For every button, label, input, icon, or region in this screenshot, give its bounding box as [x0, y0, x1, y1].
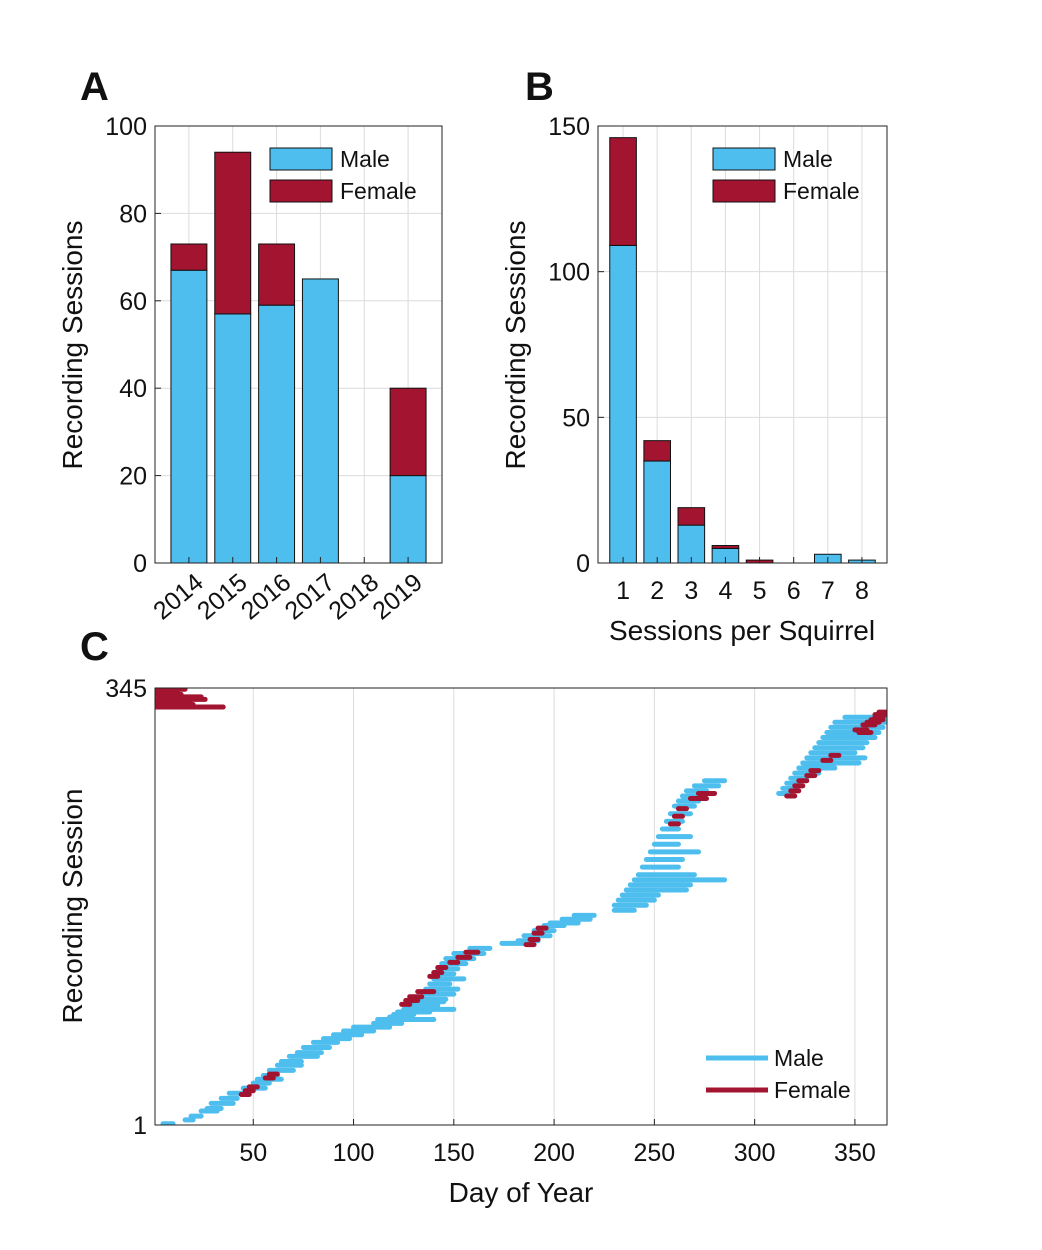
panel-a-y-axis-label: Recording Sessions: [57, 220, 88, 469]
panel-a-plot: 020406080100201420152016201720182019Male…: [105, 113, 443, 625]
y-tick-label: 50: [562, 404, 590, 432]
x-tick-label: 350: [834, 1139, 876, 1167]
axes-frame: [597, 125, 888, 564]
y-tick-label: 1: [133, 1112, 147, 1140]
panel-b-plot: 0 50 100 150 1 2 3 4 5 6 7 8 Male Female: [548, 113, 888, 605]
bar-male-2: [643, 460, 671, 564]
panel-c-x-axis-label: Day of Year: [449, 1177, 594, 1208]
x-tick-label: 7: [821, 577, 835, 605]
legend-swatch-female: [712, 179, 776, 203]
bar-male-2016: [258, 304, 296, 564]
x-tick-label: 4: [718, 577, 732, 605]
bar-female-2014: [170, 243, 208, 271]
x-tick-label: 2019: [367, 568, 428, 625]
legend-label-female: Female: [774, 1077, 851, 1103]
y-tick-label: 60: [119, 288, 147, 316]
session-segments: [155, 688, 887, 1125]
y-tick-label: 100: [548, 259, 590, 287]
y-tick-label: 0: [576, 550, 590, 578]
plot-area: [155, 688, 887, 1125]
x-tick-label: 5: [753, 577, 767, 605]
legend-swatch-female: [269, 179, 333, 203]
axes-frame: [154, 125, 443, 564]
x-tick-label: 6: [787, 577, 801, 605]
x-tick-label: 200: [533, 1139, 575, 1167]
y-tick-label: 40: [119, 375, 147, 403]
legend-label-male: Male: [340, 146, 390, 172]
bar-female-4: [711, 545, 740, 549]
x-tick-label: 8: [855, 577, 869, 605]
panel-b: B 0 50 100 150 1 2 3 4 5 6 7 8 Male Female Recording …: [500, 65, 888, 646]
x-tick-label: 1: [616, 577, 630, 605]
panel-a: A 020406080100201420152016201720182019Ma…: [57, 65, 443, 625]
x-tick-label: 300: [734, 1139, 776, 1167]
legend-label-male: Male: [783, 146, 833, 172]
panel-letter-a: A: [80, 65, 109, 109]
bar-female-2: [643, 440, 671, 462]
bar-female-2019: [389, 387, 427, 477]
bar-female-3: [677, 507, 706, 526]
bar-male-2014: [170, 269, 208, 564]
x-tick-label: 3: [684, 577, 698, 605]
bar-female-2016: [258, 243, 296, 306]
x-tick-label: 2: [650, 577, 664, 605]
panel-letter-c: C: [80, 625, 109, 669]
legend-label-male: Male: [774, 1045, 824, 1071]
panel-letter-b: B: [525, 65, 554, 109]
panel-c: C 50 100 150 200 250 300 350 1 345 Male Female Rec…: [57, 625, 888, 1208]
x-tick-label: 50: [239, 1139, 267, 1167]
legend-swatch-male: [269, 147, 333, 171]
legend-label-female: Female: [783, 178, 860, 204]
x-tick-label: 250: [634, 1139, 676, 1167]
y-tick-label: 100: [105, 113, 147, 141]
bar-male-2019: [389, 475, 427, 564]
y-tick-label: 345: [105, 675, 147, 703]
axes-frame: [154, 687, 888, 1126]
panel-c-plot: 50 100 150 200 250 300 350 1 345 Male Female: [105, 675, 888, 1167]
panel-c-y-axis-label: Recording Session: [57, 788, 88, 1023]
y-tick-label: 20: [119, 463, 147, 491]
y-tick-label: 0: [133, 550, 147, 578]
x-tick-label: 150: [433, 1139, 475, 1167]
y-tick-label: 150: [548, 113, 590, 141]
y-tick-label: 80: [119, 200, 147, 228]
x-tick-label: 100: [333, 1139, 375, 1167]
panel-b-y-axis-label: Recording Sessions: [500, 220, 531, 469]
bar-male-1: [609, 244, 637, 564]
bar-female-1: [609, 137, 637, 246]
legend-swatch-male: [712, 147, 776, 171]
panel-b-x-axis-label: Sessions per Squirrel: [609, 615, 875, 646]
legend-label-female: Female: [340, 178, 417, 204]
bar-male-2015: [214, 313, 252, 564]
bar-male-2017: [301, 278, 339, 564]
bar-female-2015: [214, 151, 252, 315]
